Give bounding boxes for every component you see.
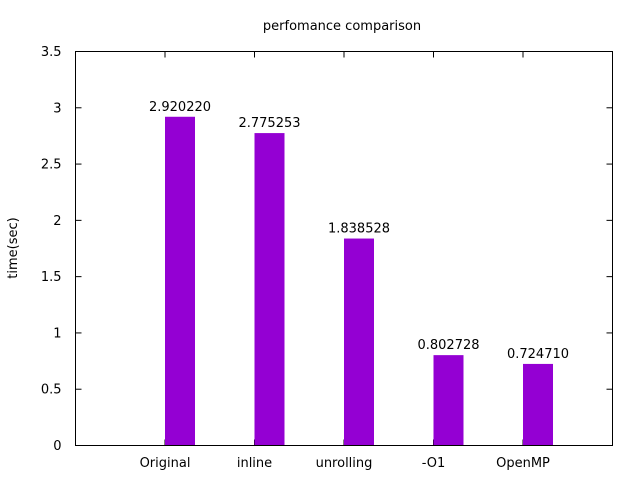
x-tick-label: OpenMP (496, 456, 550, 471)
x-tick-label: Original (140, 456, 191, 471)
data-label: 0.724710 (507, 347, 569, 362)
bar-Original (165, 116, 195, 446)
y-tick-label: 3 (53, 101, 61, 116)
y-tick-label: 2.5 (41, 158, 62, 173)
x-tick-label: unrolling (316, 456, 373, 471)
plot-frame (75, 51, 613, 446)
bars (165, 116, 553, 446)
data-label: 0.802728 (417, 338, 479, 353)
data-label: 2.920220 (149, 100, 211, 115)
y-axis-label: time(sec) (6, 217, 21, 278)
y-tick-labels: 0 0.5 1 1.5 2 2.5 3 3.5 (41, 45, 62, 454)
y-tick-label: 1.5 (41, 270, 62, 285)
y-tick-label: 3.5 (41, 45, 62, 60)
bar-unrolling (344, 238, 374, 446)
y-tick-label: 1 (53, 326, 61, 341)
x-tick-labels: Original inline unrolling -O1 OpenMP (140, 456, 550, 471)
bar-OpenMP (523, 363, 553, 446)
x-tick-label: -O1 (422, 456, 446, 471)
data-label: 2.775253 (238, 116, 300, 131)
x-tick-label: inline (237, 456, 272, 471)
chart-title: perfomance comparison (263, 19, 421, 34)
y-tick-label: 2 (53, 214, 61, 229)
bar--O1 (433, 355, 464, 446)
y-tick-label: 0 (53, 439, 61, 454)
bar-inline (254, 133, 285, 446)
y-tick-label: 0.5 (41, 383, 62, 398)
data-labels: 2.920220 2.775253 1.838528 0.802728 0.724710 (149, 100, 569, 362)
data-label: 1.838528 (328, 222, 390, 237)
